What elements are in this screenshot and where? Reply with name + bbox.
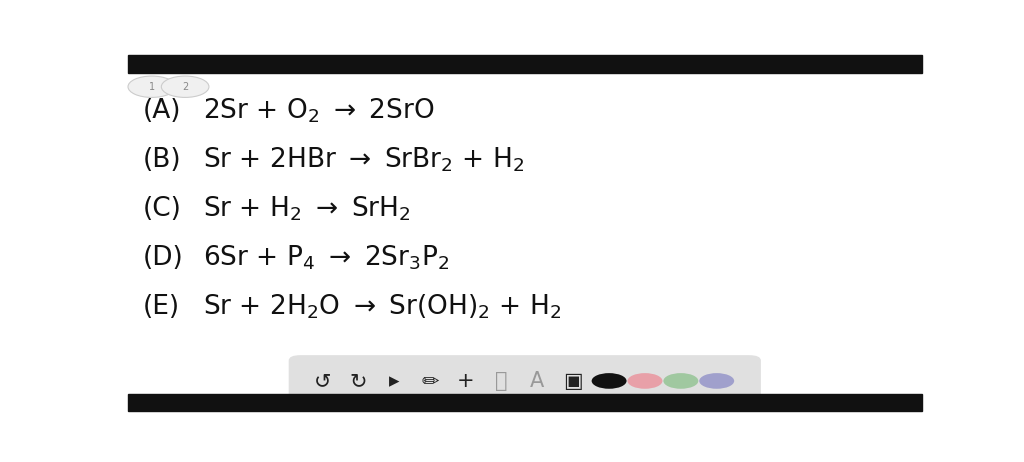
Text: 2Sr + O$_2$ $\rightarrow$ 2SrO: 2Sr + O$_2$ $\rightarrow$ 2SrO (204, 97, 435, 125)
Text: ↺: ↺ (313, 371, 331, 391)
Text: 2: 2 (182, 82, 188, 92)
Text: 1: 1 (148, 82, 155, 92)
FancyBboxPatch shape (289, 355, 761, 407)
Text: A: A (530, 371, 545, 391)
Text: Sr + 2HBr $\rightarrow$ SrBr$_2$ + H$_2$: Sr + 2HBr $\rightarrow$ SrBr$_2$ + H$_2$ (204, 146, 524, 174)
Text: (D): (D) (142, 245, 183, 271)
Bar (128, 55, 922, 73)
Circle shape (664, 373, 698, 389)
Circle shape (628, 373, 663, 389)
Text: (E): (E) (142, 294, 179, 320)
Bar (128, 394, 922, 411)
Text: +: + (457, 371, 474, 391)
Text: (A): (A) (142, 97, 181, 123)
Text: 6Sr + P$_4$ $\rightarrow$ 2Sr$_3$P$_2$: 6Sr + P$_4$ $\rightarrow$ 2Sr$_3$P$_2$ (204, 243, 450, 272)
Text: Sr + H$_2$ $\rightarrow$ SrH$_2$: Sr + H$_2$ $\rightarrow$ SrH$_2$ (204, 195, 412, 223)
Text: ▸: ▸ (389, 371, 399, 391)
Text: ✏: ✏ (421, 371, 438, 391)
Text: ↻: ↻ (349, 371, 367, 391)
Circle shape (699, 373, 734, 389)
Text: ▣: ▣ (563, 371, 583, 391)
Circle shape (592, 373, 627, 389)
Circle shape (162, 76, 209, 97)
Text: (C): (C) (142, 196, 181, 222)
Text: (B): (B) (142, 146, 181, 173)
Text: ⧉: ⧉ (496, 371, 508, 391)
Circle shape (128, 76, 176, 97)
Text: Sr + 2H$_2$O $\rightarrow$ Sr(OH)$_2$ + H$_2$: Sr + 2H$_2$O $\rightarrow$ Sr(OH)$_2$ + … (204, 293, 561, 321)
